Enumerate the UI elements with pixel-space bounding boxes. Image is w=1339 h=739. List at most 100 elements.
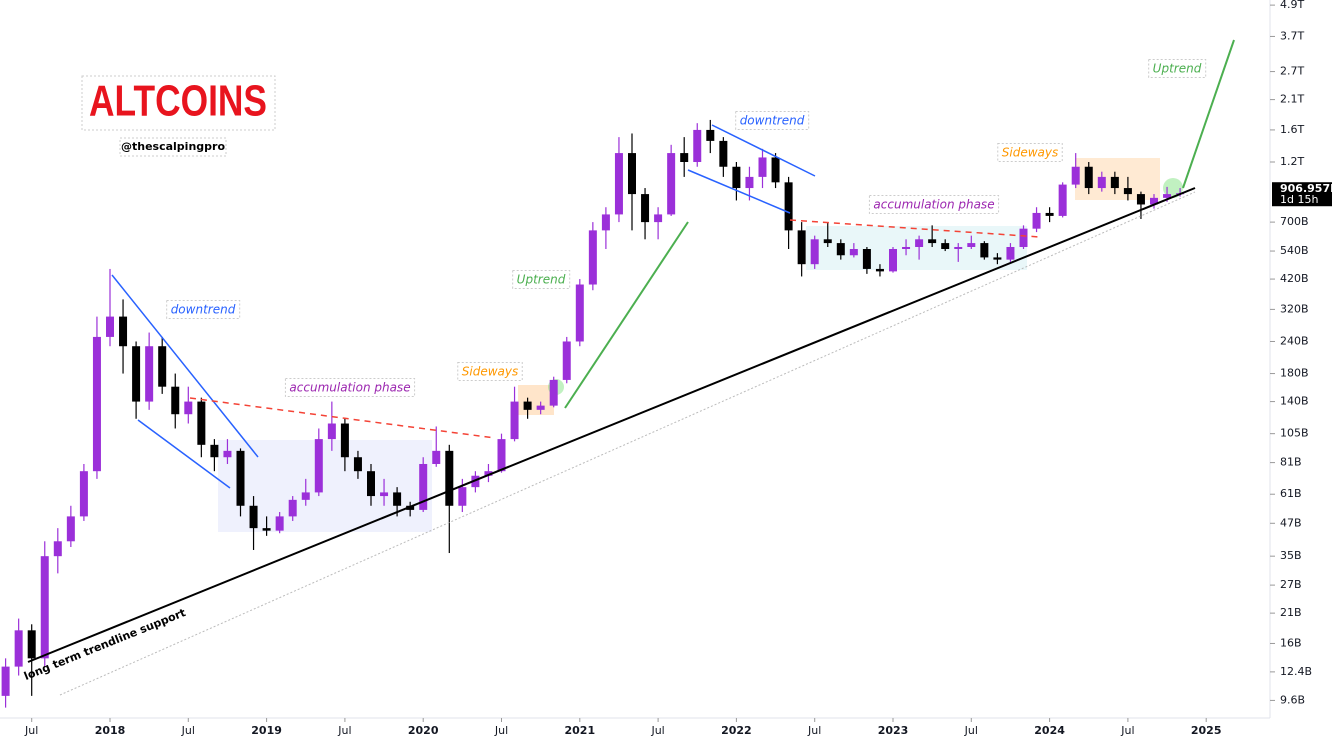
y-tick-label: 16B bbox=[1280, 636, 1302, 649]
annotation-text: accumulation phase bbox=[873, 198, 994, 212]
candle-body bbox=[419, 463, 428, 510]
channel-line bbox=[711, 124, 816, 177]
price-box bbox=[1272, 182, 1332, 207]
y-tick-label: 2.7T bbox=[1280, 65, 1304, 78]
candle-body bbox=[654, 214, 663, 223]
y-tick-label: 4.9T bbox=[1280, 0, 1304, 11]
breakout-marker bbox=[1163, 178, 1183, 198]
annotation-box bbox=[868, 195, 1000, 214]
title-box bbox=[81, 75, 276, 131]
candle-body bbox=[132, 346, 141, 402]
candle-body bbox=[1136, 194, 1145, 205]
candle-body bbox=[941, 243, 950, 250]
candle-body bbox=[471, 475, 480, 488]
subtitle-box bbox=[119, 137, 227, 157]
resistance-line bbox=[189, 397, 496, 439]
candle-body bbox=[693, 129, 702, 163]
x-tick-label: 2024 bbox=[1034, 724, 1065, 737]
candle-body bbox=[928, 239, 937, 244]
price-label: 906.957B bbox=[1280, 182, 1339, 195]
y-tick-label: 700B bbox=[1280, 215, 1309, 228]
x-tick-label: 2018 bbox=[95, 724, 126, 737]
candle-body bbox=[967, 243, 976, 247]
annotation-text: downtrend bbox=[171, 303, 236, 317]
trendline bbox=[27, 187, 1196, 663]
candle-body bbox=[706, 129, 715, 141]
y-tick-label: 180B bbox=[1280, 367, 1309, 380]
candle-body bbox=[628, 153, 636, 195]
y-tick-label: 105B bbox=[1280, 427, 1309, 440]
candle-body bbox=[680, 153, 689, 163]
candle-body bbox=[1084, 166, 1093, 189]
candle-body bbox=[849, 249, 858, 256]
candle-body bbox=[367, 471, 375, 497]
candle-body bbox=[614, 153, 623, 215]
candle-body bbox=[432, 450, 441, 464]
trendline-parallel bbox=[59, 191, 1196, 696]
candle-body bbox=[719, 140, 728, 167]
x-tick-label: 2020 bbox=[408, 724, 439, 737]
candle-body bbox=[497, 439, 506, 472]
candle-body bbox=[797, 230, 806, 265]
y-tick-label: 61B bbox=[1280, 487, 1302, 500]
candle-body bbox=[106, 316, 114, 337]
countdown-label: 1d 15h bbox=[1280, 193, 1318, 206]
y-tick-label: 35B bbox=[1280, 549, 1302, 562]
candle-body bbox=[1045, 212, 1054, 216]
candle-body bbox=[536, 405, 545, 410]
candle-body bbox=[340, 423, 349, 458]
candle-body bbox=[1019, 228, 1028, 247]
annotation: accumulation phase bbox=[868, 195, 1000, 214]
candle-body bbox=[1006, 246, 1015, 260]
annotation-text: Uptrend bbox=[1153, 62, 1202, 76]
candle-body bbox=[27, 630, 36, 659]
candle-body bbox=[862, 249, 871, 269]
candle-body bbox=[66, 516, 75, 542]
uptrend-arrow bbox=[1182, 39, 1235, 189]
candle-body bbox=[236, 450, 245, 506]
candle-body bbox=[249, 505, 258, 529]
x-tick-label: 2025 bbox=[1191, 724, 1222, 737]
candle-body bbox=[197, 401, 206, 445]
candle-body bbox=[549, 379, 558, 406]
candle-body bbox=[288, 499, 297, 517]
candle-body bbox=[810, 239, 819, 265]
candle-body bbox=[902, 246, 911, 250]
candle-body bbox=[275, 516, 284, 531]
channel-line bbox=[137, 419, 231, 489]
resistance-line bbox=[789, 219, 1041, 238]
candle-body bbox=[915, 239, 924, 247]
annotation-text: Sideways bbox=[462, 365, 518, 379]
x-tick-label: Jul bbox=[807, 724, 821, 737]
annotation: downtrend bbox=[735, 111, 810, 130]
candle-body bbox=[53, 541, 62, 557]
candle-body bbox=[588, 230, 597, 285]
annotation-text: accumulation phase bbox=[289, 381, 410, 395]
annotation-text: downtrend bbox=[740, 114, 805, 128]
candle-body bbox=[1097, 176, 1106, 189]
candle-body bbox=[510, 401, 519, 440]
candle-body bbox=[1, 666, 10, 696]
annotation: Uptrend bbox=[512, 270, 571, 289]
candle-body bbox=[484, 471, 493, 476]
candle-body bbox=[314, 439, 323, 493]
candle-body bbox=[836, 243, 845, 256]
candle-body bbox=[171, 386, 180, 415]
annotation: Uptrend bbox=[1148, 59, 1207, 78]
channel-line bbox=[687, 169, 791, 214]
candle-body bbox=[575, 284, 584, 342]
candle-body bbox=[393, 492, 402, 506]
y-tick-label: 140B bbox=[1280, 395, 1309, 408]
annotation-box bbox=[735, 111, 810, 130]
annotation-text: Sideways bbox=[1002, 146, 1058, 160]
x-tick-label: Jul bbox=[337, 724, 351, 737]
annotation: accumulation phase bbox=[284, 378, 416, 397]
candle-body bbox=[445, 450, 454, 506]
candle-body bbox=[40, 556, 49, 659]
candle-body bbox=[353, 457, 362, 472]
candle-body bbox=[327, 423, 336, 440]
annotation: Sideways bbox=[997, 143, 1063, 162]
candle-body bbox=[523, 401, 532, 410]
y-tick-label: 47B bbox=[1280, 516, 1302, 529]
x-tick-label: 2022 bbox=[721, 724, 752, 737]
